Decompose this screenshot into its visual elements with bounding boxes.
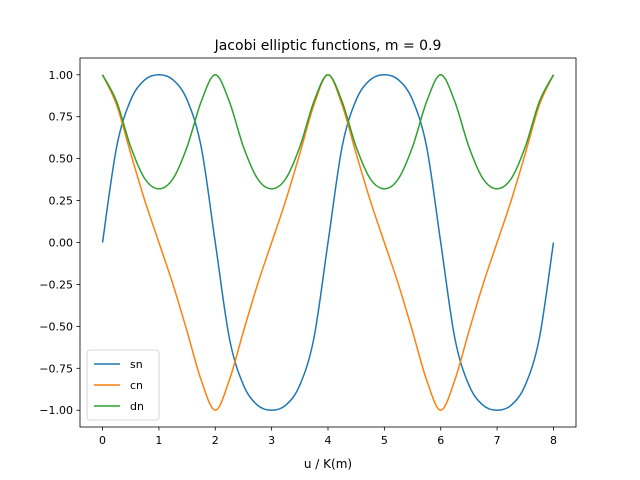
y-axis: 1.00 0.75 0.50 0.25 0.00 −0.25 −0.50 −0.75 −1.00 xyxy=(39,69,80,417)
series-lines xyxy=(101,74,555,411)
legend-label-sn: sn xyxy=(130,358,143,371)
x-axis: 0 1 2 3 4 5 6 7 8 xyxy=(99,427,557,447)
y-tick-label: 1.00 xyxy=(49,69,74,82)
x-tick-label: 0 xyxy=(99,434,106,447)
x-tick-label: 5 xyxy=(381,434,388,447)
series-line-dn xyxy=(101,74,555,190)
chart-title: Jacobi elliptic functions, m = 0.9 xyxy=(214,38,442,54)
y-tick-label: 0.50 xyxy=(49,153,74,166)
x-tick-label: 7 xyxy=(494,434,501,447)
y-tick-label: 0.75 xyxy=(49,111,74,124)
y-tick-label: 0.25 xyxy=(49,195,74,208)
x-tick-label: 1 xyxy=(155,434,162,447)
x-tick-label: 4 xyxy=(325,434,332,447)
legend-label-cn: cn xyxy=(130,379,143,392)
x-tick-label: 3 xyxy=(268,434,275,447)
legend: sn cn dn xyxy=(86,349,160,421)
y-tick-label: −0.75 xyxy=(39,362,73,375)
series-line-sn xyxy=(101,74,555,411)
y-tick-label: −0.50 xyxy=(39,320,73,333)
x-axis-label: u / K(m) xyxy=(304,457,352,471)
x-tick-label: 8 xyxy=(550,434,557,447)
x-tick-label: 2 xyxy=(212,434,219,447)
y-tick-label: −1.00 xyxy=(39,404,73,417)
y-tick-label: 0.00 xyxy=(49,237,74,250)
legend-box xyxy=(86,349,160,421)
legend-label-dn: dn xyxy=(130,400,144,413)
x-tick-label: 6 xyxy=(437,434,444,447)
y-tick-label: −0.25 xyxy=(39,278,73,291)
